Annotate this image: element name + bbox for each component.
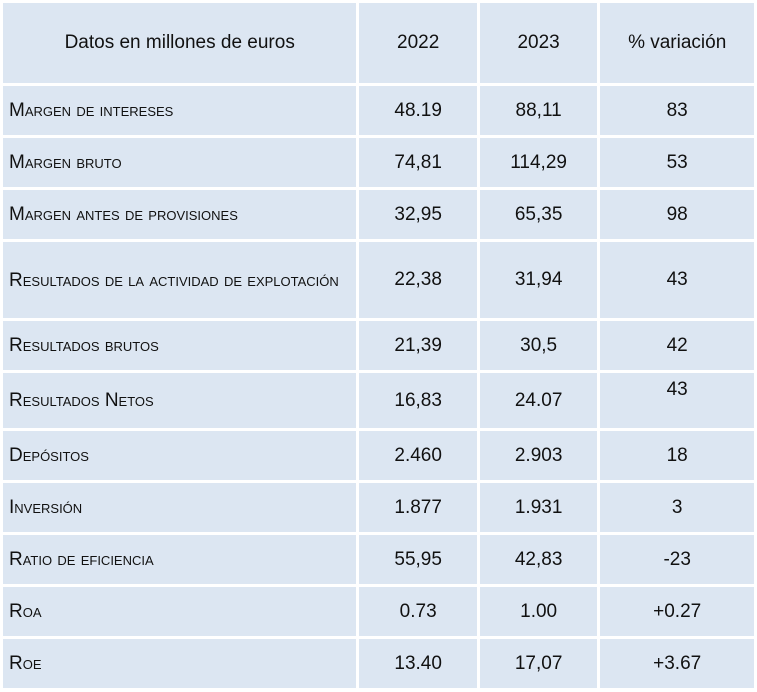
row-label: Resultados de la actividad de explotació… — [3, 242, 357, 318]
cell-variation: 43 — [600, 242, 754, 318]
cell-variation: -23 — [600, 535, 754, 584]
cell-2023: 31,94 — [479, 242, 598, 318]
row-label: Roe — [3, 639, 357, 688]
table-row: Margen antes de provisiones 32,95 65,35 … — [3, 190, 754, 239]
cell-variation: 3 — [600, 483, 754, 532]
cell-2023: 24.07 — [479, 373, 598, 428]
table-row: Margen bruto 74,81 114,29 53 — [3, 138, 754, 187]
cell-variation: +3.67 — [600, 639, 754, 688]
cell-2023: 88,11 — [479, 86, 598, 135]
table-row: Roe 13.40 17,07 +3.67 — [3, 639, 754, 688]
cell-variation: 53 — [600, 138, 754, 187]
header-row: Datos en millones de euros 2022 2023 % v… — [3, 3, 754, 83]
cell-2023: 1.931 — [479, 483, 598, 532]
cell-2022: 22,38 — [359, 242, 477, 318]
cell-2023: 17,07 — [479, 639, 598, 688]
table-row: Margen de intereses 48.19 88,11 83 — [3, 86, 754, 135]
cell-2022: 2.460 — [359, 431, 477, 480]
table-row: Resultados Netos 16,83 24.07 43 — [3, 373, 754, 428]
header-2022: 2022 — [359, 3, 477, 83]
row-label: Margen de intereses — [3, 86, 357, 135]
row-label: Margen antes de provisiones — [3, 190, 357, 239]
cell-variation: 83 — [600, 86, 754, 135]
cell-variation: 43 — [600, 373, 754, 428]
cell-2023: 2.903 — [479, 431, 598, 480]
table-row: Resultados brutos 21,39 30,5 42 — [3, 321, 754, 370]
cell-2022: 0.73 — [359, 587, 477, 636]
cell-2022: 48.19 — [359, 86, 477, 135]
cell-2022: 21,39 — [359, 321, 477, 370]
table-row: Depósitos 2.460 2.903 18 — [3, 431, 754, 480]
cell-variation: +0.27 — [600, 587, 754, 636]
cell-2022: 13.40 — [359, 639, 477, 688]
cell-2023: 65,35 — [479, 190, 598, 239]
row-label: Depósitos — [3, 431, 357, 480]
header-2023: 2023 — [479, 3, 598, 83]
cell-2022: 32,95 — [359, 190, 477, 239]
table-row: Ratio de eficiencia 55,95 42,83 -23 — [3, 535, 754, 584]
row-label: Margen bruto — [3, 138, 357, 187]
row-label: Resultados Netos — [3, 373, 357, 428]
row-label: Roa — [3, 587, 357, 636]
cell-2023: 114,29 — [479, 138, 598, 187]
cell-2023: 1.00 — [479, 587, 598, 636]
table-row: Inversión 1.877 1.931 3 — [3, 483, 754, 532]
cell-2023: 30,5 — [479, 321, 598, 370]
cell-2022: 16,83 — [359, 373, 477, 428]
cell-variation: 98 — [600, 190, 754, 239]
cell-2022: 74,81 — [359, 138, 477, 187]
table-row: Resultados de la actividad de explotació… — [3, 242, 754, 318]
row-label: Ratio de eficiencia — [3, 535, 357, 584]
cell-variation: 18 — [600, 431, 754, 480]
row-label: Resultados brutos — [3, 321, 357, 370]
header-concept: Datos en millones de euros — [3, 3, 357, 83]
header-variation: % variación — [600, 3, 754, 83]
cell-variation: 42 — [600, 321, 754, 370]
cell-2022: 1.877 — [359, 483, 477, 532]
cell-2023: 42,83 — [479, 535, 598, 584]
row-label: Inversión — [3, 483, 357, 532]
table-row: Roa 0.73 1.00 +0.27 — [3, 587, 754, 636]
cell-2022: 55,95 — [359, 535, 477, 584]
